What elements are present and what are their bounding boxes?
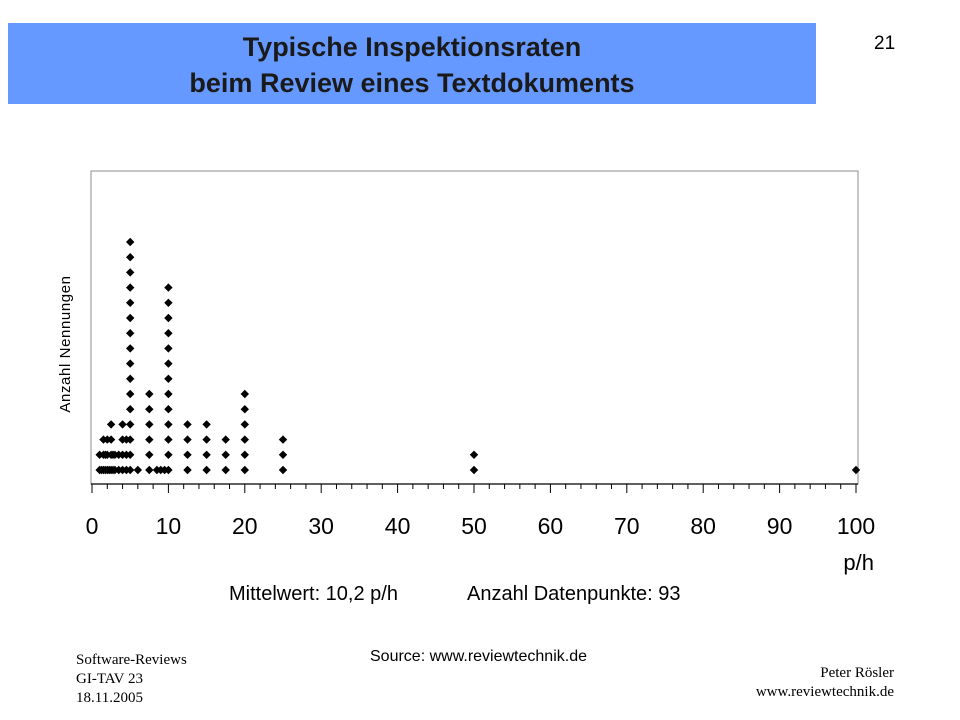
data-point	[126, 268, 135, 277]
x-tick-label: 50	[461, 513, 487, 539]
data-point	[164, 450, 173, 459]
data-point	[126, 329, 135, 338]
data-point	[145, 405, 154, 414]
data-point	[164, 435, 173, 444]
data-point	[126, 253, 135, 262]
data-point	[183, 465, 192, 475]
data-point	[126, 465, 135, 475]
data-point	[278, 435, 288, 444]
data-point	[202, 465, 211, 475]
data-point	[851, 465, 861, 475]
title-banner: Typische Inspektionsraten beim Review ei…	[8, 23, 816, 104]
y-axis-label: Anzahl Nennungen	[57, 275, 74, 412]
footer-right: Peter Rösler www.reviewtechnik.de	[756, 664, 894, 702]
footer-date: 18.11.2005	[76, 690, 143, 706]
x-axis-label: p/h	[843, 550, 874, 575]
data-point	[202, 435, 211, 444]
data-point	[183, 450, 192, 459]
data-point	[164, 329, 173, 338]
data-point	[469, 450, 479, 459]
data-point	[221, 435, 230, 444]
data-point	[164, 344, 173, 353]
x-tick-label: 30	[308, 513, 334, 539]
source-label: Source: www.reviewtechnik.de	[370, 648, 587, 665]
data-point	[126, 359, 135, 368]
data-point	[126, 435, 135, 444]
data-point	[240, 405, 249, 414]
data-point	[106, 420, 116, 429]
footer-course: Software-Reviews	[76, 652, 187, 668]
data-point	[202, 450, 211, 459]
footer-website: www.reviewtechnik.de	[755, 684, 894, 700]
data-point	[164, 389, 173, 399]
data-point	[145, 389, 154, 399]
data-point	[145, 420, 154, 429]
data-point	[164, 405, 173, 414]
data-point	[126, 389, 135, 399]
x-tick-label: 60	[538, 513, 564, 539]
data-point	[221, 450, 230, 459]
data-point	[106, 435, 116, 444]
data-point	[164, 374, 173, 383]
x-tick-label: 70	[614, 513, 640, 539]
data-point	[145, 435, 154, 444]
data-point	[240, 435, 249, 444]
data-point	[278, 450, 288, 459]
data-point	[126, 344, 135, 353]
data-point	[126, 450, 135, 459]
data-point	[240, 450, 249, 459]
data-point	[240, 420, 249, 429]
data-point	[145, 465, 154, 475]
footer-author: Peter Rösler	[820, 665, 894, 681]
data-point	[164, 359, 173, 368]
data-point	[126, 313, 135, 323]
x-tick-label: 10	[156, 513, 182, 539]
data-point	[164, 420, 173, 429]
slide-number: 21	[874, 33, 896, 54]
slide-title-line-1: Typische Inspektionsraten	[242, 32, 582, 62]
data-point	[164, 298, 173, 307]
data-point	[164, 313, 173, 323]
data-point	[183, 435, 192, 444]
data-point	[126, 374, 135, 383]
data-point	[145, 450, 154, 459]
data-point	[133, 465, 143, 475]
x-tick-label: 80	[690, 513, 716, 539]
mean-value-label: Mittelwert: 10,2 p/h	[229, 583, 398, 605]
x-tick-label: 0	[86, 513, 99, 539]
footer-left: Software-Reviews GI-TAV 23 18.11.2005	[76, 651, 187, 708]
footer-event: GI-TAV 23	[76, 671, 143, 687]
data-point	[126, 298, 135, 307]
x-tick-label: 20	[232, 513, 258, 539]
data-point	[164, 283, 173, 292]
datapoint-count-label: Anzahl Datenpunkte: 93	[467, 583, 681, 605]
data-point	[240, 465, 249, 475]
slide-title-line-2: beim Review eines Textdokuments	[189, 68, 635, 98]
data-point	[118, 420, 127, 429]
data-point	[126, 405, 135, 414]
x-tick-label: 100	[837, 513, 875, 539]
data-point	[202, 420, 211, 429]
data-point	[278, 465, 288, 475]
data-point	[126, 283, 135, 292]
data-point	[469, 465, 479, 475]
x-tick-label: 90	[767, 513, 793, 539]
data-point	[164, 465, 173, 475]
data-point	[240, 389, 249, 399]
x-tick-label: 40	[385, 513, 411, 539]
data-point	[126, 237, 135, 247]
data-point	[126, 420, 135, 429]
data-point	[183, 420, 192, 429]
data-point	[221, 465, 230, 475]
